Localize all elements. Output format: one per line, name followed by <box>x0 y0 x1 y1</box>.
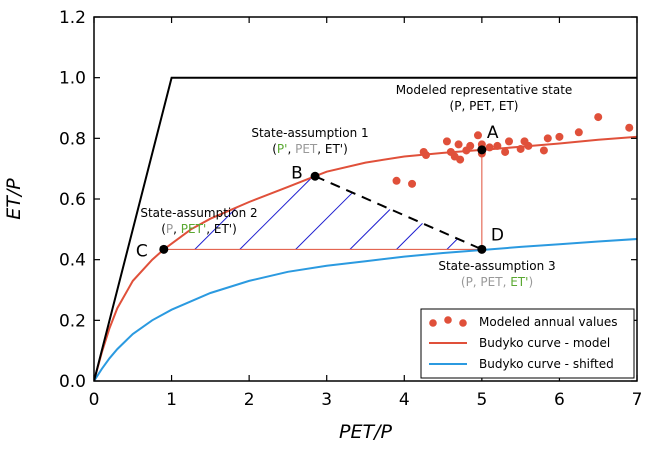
key-point-c <box>159 244 169 254</box>
x-tick-label: 2 <box>244 390 255 410</box>
annotation-vars-b: (P', PET, ET') <box>272 142 348 156</box>
dashed-line-b-to-d <box>314 175 483 251</box>
plot-area <box>94 76 637 381</box>
scatter-point <box>442 137 451 146</box>
annotation-title-c: State-assumption 2 <box>140 206 257 220</box>
annotation-var-part: ( <box>161 222 166 236</box>
scatter-point <box>516 144 525 153</box>
series-line-1 <box>94 238 637 381</box>
scatter-point <box>454 140 463 149</box>
hatch-line <box>446 238 458 250</box>
annotation-var-part: P, PET, <box>466 275 511 289</box>
annotation-var-part: , <box>173 222 181 236</box>
legend: Modeled annual values Budyko curve - mode… <box>420 308 635 379</box>
x-tick-label: 7 <box>632 390 643 410</box>
scatter-point <box>493 141 502 150</box>
scatter-point <box>625 123 634 132</box>
y-tick-label: 0.8 <box>59 129 86 149</box>
y-tick-label: 0.2 <box>59 311 86 331</box>
legend-label: Modeled annual values <box>479 315 618 329</box>
annotation-vars-c: (P, PET', ET') <box>161 222 237 236</box>
legend-marker-dot <box>429 319 437 327</box>
legend-label: Budyko curve - shifted <box>479 357 614 371</box>
annotation-var-part: , ET') <box>317 142 348 156</box>
key-point-b <box>310 171 320 181</box>
key-point-d <box>477 244 487 254</box>
hatch-line <box>239 177 312 250</box>
scatter-point <box>543 134 552 143</box>
hatch-line <box>349 209 391 250</box>
point-label-a: A <box>487 123 499 143</box>
x-tick-label: 5 <box>476 390 487 410</box>
annotation-var-part: (P, PET, ET) <box>450 99 519 113</box>
scatter-point <box>473 131 482 140</box>
annotation-var-part: P <box>166 222 173 236</box>
scatter-point <box>501 147 510 156</box>
scatter-point <box>392 176 401 185</box>
annotation-var-part: ) <box>528 275 533 289</box>
hatch-line <box>194 207 238 250</box>
scatter-series <box>392 113 634 188</box>
series-line-2 <box>94 76 637 381</box>
y-tick-label: 1.0 <box>59 69 86 89</box>
hatch-region <box>194 177 458 250</box>
y-tick-label: 0.6 <box>59 190 86 210</box>
annotation-var-part: ( <box>272 142 277 156</box>
x-tick-label: 4 <box>399 390 410 410</box>
annotation-var-part: , ET') <box>206 222 237 236</box>
scatter-point <box>466 141 475 150</box>
scatter-point <box>408 179 417 188</box>
scatter-point <box>539 146 548 155</box>
annotation-var-part: PET <box>295 142 318 156</box>
hatch-line <box>295 192 353 250</box>
x-tick-label: 0 <box>89 390 100 410</box>
y-axis-title: ET/P <box>3 178 25 220</box>
annotation-var-part: P' <box>277 142 288 156</box>
annotation-var-part: PET' <box>181 222 206 236</box>
scatter-point <box>524 141 533 150</box>
annotation-title-d: State-assumption 3 <box>438 259 555 273</box>
legend-label: Budyko curve - model <box>479 336 610 350</box>
x-tick-label: 6 <box>554 390 565 410</box>
hatch-line <box>396 223 423 250</box>
x-tick-label: 1 <box>166 390 177 410</box>
scatter-point <box>505 137 514 146</box>
axes: 0 1 2 3 4 5 6 7 0.0 0.2 0.4 0.6 0.8 1.0 1.2 PET/P ET/P <box>3 8 642 443</box>
annotation-vars-d: (P, PET, ET') <box>461 275 533 289</box>
scatter-point <box>594 113 603 122</box>
annotation-title-a: Modeled representative state <box>396 83 573 97</box>
scatter-point <box>555 132 564 141</box>
point-label-d: D <box>491 225 504 245</box>
annotation-title-b: State-assumption 1 <box>251 126 368 140</box>
annotation-var-part: , <box>287 142 295 156</box>
y-tick-label: 0.4 <box>59 251 86 271</box>
series-line-0 <box>94 135 637 381</box>
key-point-a <box>477 145 487 155</box>
scatter-point <box>422 151 431 160</box>
annotation-var-part: ( <box>461 275 466 289</box>
legend-marker-dot <box>444 316 452 324</box>
y-tick-label: 0.0 <box>59 372 86 392</box>
legend-marker-dot <box>459 319 467 327</box>
y-tick-label: 1.2 <box>59 8 86 28</box>
x-axis-title: PET/P <box>339 421 392 443</box>
point-label-b: B <box>291 163 303 183</box>
scatter-point <box>574 128 583 137</box>
annotation-vars-a: (P, PET, ET) <box>450 99 519 113</box>
point-label-c: C <box>136 241 148 261</box>
scatter-point <box>485 143 494 152</box>
annotation-var-part: ET' <box>510 275 528 289</box>
x-tick-label: 3 <box>321 390 332 410</box>
scatter-point <box>456 155 465 164</box>
